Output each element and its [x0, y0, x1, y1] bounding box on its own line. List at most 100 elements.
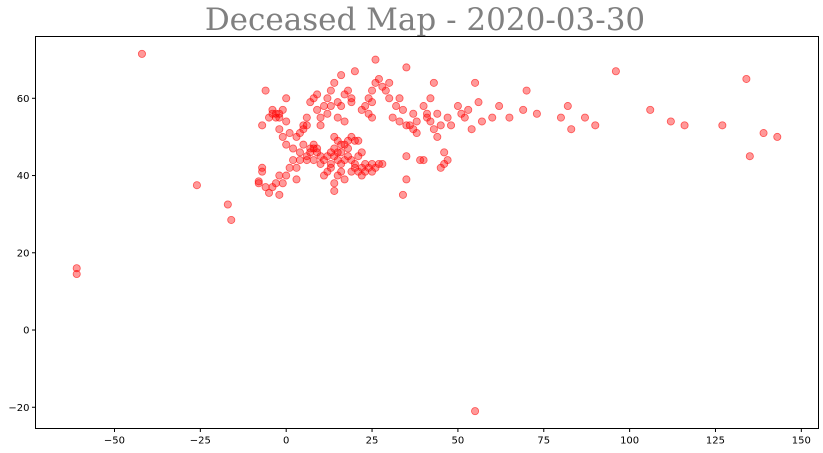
y-tick-label: 60 — [17, 94, 30, 105]
data-point — [402, 63, 411, 72]
data-point — [467, 125, 476, 134]
data-point — [357, 148, 366, 157]
x-tick-label: 25 — [366, 436, 379, 447]
data-point — [309, 156, 318, 165]
data-point — [453, 102, 462, 111]
data-point — [433, 109, 442, 118]
data-point — [532, 109, 541, 118]
x-axis: −50 −25 0 25 50 75 100 125 150 — [104, 428, 811, 447]
data-point — [759, 129, 768, 138]
data-point — [319, 171, 328, 180]
data-point — [265, 188, 274, 197]
data-point — [302, 113, 311, 122]
data-point — [72, 270, 81, 279]
data-point — [137, 49, 146, 58]
data-point — [580, 113, 589, 122]
data-point — [282, 117, 291, 126]
data-point — [447, 121, 456, 130]
data-point — [258, 163, 267, 172]
x-tick-label: 150 — [792, 436, 811, 447]
data-point — [371, 55, 380, 64]
chart-title: Deceased Map - 2020-03-30 — [205, 2, 645, 38]
data-point — [426, 117, 435, 126]
data-point — [261, 86, 270, 95]
data-point — [440, 148, 449, 157]
data-point — [495, 102, 504, 111]
data-point — [326, 102, 335, 111]
data-point — [282, 94, 291, 103]
data-point — [313, 105, 322, 114]
data-point — [292, 175, 301, 184]
data-point — [316, 121, 325, 130]
data-point — [443, 113, 452, 122]
data-point — [319, 102, 328, 111]
data-point — [429, 125, 438, 134]
data-point — [471, 78, 480, 87]
data-point — [412, 117, 421, 126]
data-point — [398, 190, 407, 199]
data-point — [556, 113, 565, 122]
data-point — [567, 125, 576, 134]
data-point — [326, 86, 335, 95]
data-point — [282, 140, 291, 149]
plot-area — [35, 36, 819, 429]
data-point — [295, 156, 304, 165]
y-tick-label: 20 — [17, 248, 30, 259]
data-point — [323, 94, 332, 103]
data-point — [278, 105, 287, 114]
data-point — [340, 175, 349, 184]
data-point — [285, 163, 294, 172]
data-point — [361, 102, 370, 111]
data-point — [471, 407, 480, 416]
data-point — [392, 102, 401, 111]
data-point — [522, 86, 531, 95]
y-tick-label: −20 — [8, 403, 29, 414]
data-point — [563, 102, 572, 111]
data-point — [299, 140, 308, 149]
x-tick-label: −50 — [104, 436, 125, 447]
data-point — [72, 264, 81, 273]
data-point — [591, 121, 600, 130]
data-point — [378, 159, 387, 168]
x-tick-label: 100 — [620, 436, 639, 447]
data-point — [460, 113, 469, 122]
data-point — [680, 121, 689, 130]
data-point — [337, 148, 346, 157]
data-point — [477, 117, 486, 126]
data-point — [464, 105, 473, 114]
x-tick-label: 0 — [283, 436, 289, 447]
data-point — [742, 74, 751, 83]
data-point — [443, 156, 452, 165]
y-axis: −20 0 20 40 60 — [8, 94, 36, 414]
data-point — [302, 156, 311, 165]
x-tick-label: −25 — [190, 436, 211, 447]
data-point — [426, 94, 435, 103]
data-point — [350, 67, 359, 76]
data-point — [646, 105, 655, 114]
data-point — [323, 109, 332, 118]
data-point — [330, 179, 339, 188]
data-point — [223, 200, 232, 209]
data-point — [395, 94, 404, 103]
data-point — [745, 152, 754, 161]
data-point — [488, 113, 497, 122]
data-point — [316, 113, 325, 122]
data-point — [368, 113, 377, 122]
data-point — [337, 71, 346, 80]
y-tick-label: 0 — [23, 326, 29, 337]
data-point — [337, 102, 346, 111]
data-point — [275, 171, 284, 180]
data-point — [398, 105, 407, 114]
data-point — [409, 109, 418, 118]
data-point — [333, 113, 342, 122]
data-point — [412, 129, 421, 138]
x-tick-label: 75 — [537, 436, 550, 447]
data-point — [368, 167, 377, 176]
data-point — [302, 121, 311, 130]
data-point — [354, 136, 363, 145]
data-point — [402, 152, 411, 161]
data-point — [419, 102, 428, 111]
data-point — [385, 94, 394, 103]
data-point — [271, 179, 280, 188]
